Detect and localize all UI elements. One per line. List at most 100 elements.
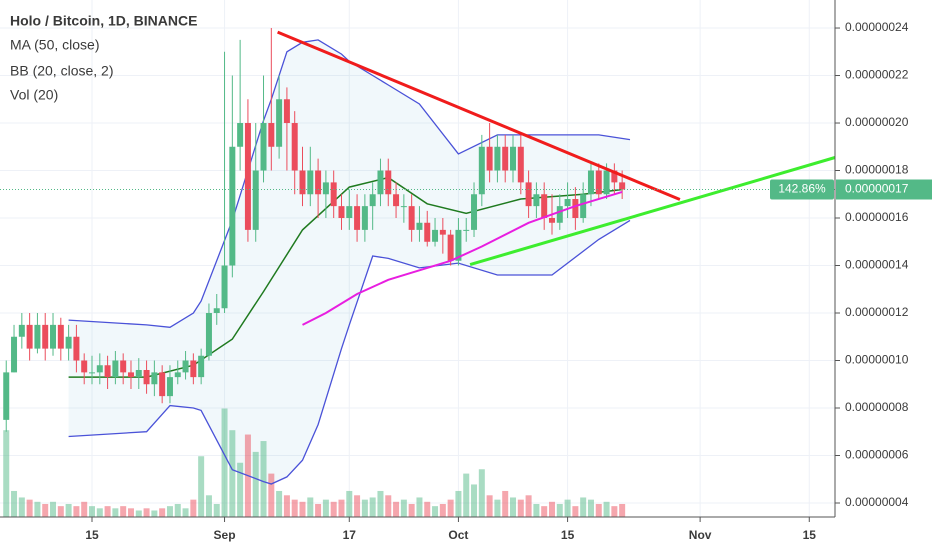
candle-body: [439, 229, 446, 235]
candle-body: [471, 194, 478, 230]
candle-body: [377, 170, 384, 195]
volume-bar: [463, 473, 470, 517]
volume-bar: [159, 508, 166, 517]
candle-body: [541, 194, 548, 219]
bb-lower: [68, 219, 631, 485]
candle-body: [408, 206, 415, 230]
candle-body: [135, 369, 142, 378]
y-tick-label: 0.00000010: [845, 353, 909, 367]
volume-bar: [237, 462, 244, 517]
volume-bar: [18, 497, 25, 517]
legend-bb: BB (20, close, 2): [10, 63, 114, 79]
volume-bar: [283, 495, 290, 517]
x-tick-label: 15: [85, 528, 99, 542]
volume-bar: [556, 503, 563, 517]
volume-bar: [307, 497, 314, 517]
candle-body: [510, 146, 517, 171]
volume-bar: [73, 506, 80, 517]
candle-body: [299, 170, 306, 195]
volume-bar: [346, 490, 353, 517]
candle-body: [18, 324, 25, 337]
candle-body: [548, 218, 555, 223]
volume-bar: [478, 469, 485, 517]
volume-bar: [393, 501, 400, 517]
candle-body: [486, 146, 493, 171]
volume-bar: [151, 510, 158, 517]
volume-bar: [276, 490, 283, 517]
y-tick-label: 0.00000020: [845, 115, 909, 129]
volume-bar: [120, 506, 127, 517]
candle-body: [151, 372, 158, 385]
volume-bar: [174, 503, 181, 517]
candle-body: [96, 365, 103, 373]
volume-bar: [268, 473, 275, 517]
candle-body: [88, 372, 95, 374]
volume-bar: [260, 441, 267, 517]
volume-bar: [213, 503, 220, 517]
volume-bar: [525, 495, 532, 517]
candle-body: [424, 222, 431, 242]
candle-body: [276, 99, 283, 147]
y-tick-label: 0.00000006: [845, 448, 909, 462]
candle-body: [478, 146, 485, 195]
candle-body: [354, 206, 361, 230]
candle-body: [346, 206, 353, 219]
x-tick-label: 17: [343, 528, 357, 542]
volume-bar: [112, 508, 119, 517]
chart-title: Holo / Bitcoin, 1D, BINANCE: [10, 13, 197, 29]
volume-bar: [190, 499, 197, 517]
candle-body: [517, 146, 524, 183]
y-tick-label: 0.00000024: [845, 20, 909, 34]
volume-bar: [510, 497, 517, 517]
candle-body: [244, 123, 251, 230]
candle-body: [143, 369, 150, 385]
candle-body: [26, 324, 33, 349]
volume-bar: [354, 495, 361, 517]
y-tick-label: 0.00000016: [845, 210, 909, 224]
candle-body: [50, 324, 57, 349]
candle-body: [361, 206, 368, 230]
x-tick-label: 15: [803, 528, 817, 542]
candle-body: [502, 146, 509, 171]
candle-body: [455, 229, 462, 261]
volume-bar: [400, 499, 407, 517]
volume-bar: [416, 497, 423, 517]
volume-bar: [11, 490, 18, 517]
trend-line: [277, 30, 681, 201]
volume-bar: [377, 490, 384, 517]
volume-bar: [42, 503, 49, 517]
volume-bar: [432, 506, 439, 517]
volume-bar: [486, 495, 493, 517]
volume-bar: [96, 508, 103, 517]
candle-body: [432, 229, 439, 242]
volume-bar: [385, 495, 392, 517]
candle-body: [400, 206, 407, 208]
price-label: 0.00000017: [845, 182, 909, 196]
change-label: 142.86%: [778, 182, 826, 196]
volume-bar: [369, 497, 376, 517]
price-tag: [836, 179, 932, 200]
candle-body: [127, 372, 134, 378]
volume-bar: [338, 499, 345, 517]
candle-body: [369, 194, 376, 207]
x-tick-label: Nov: [689, 528, 712, 542]
candle-body: [556, 206, 563, 223]
candle-body: [307, 170, 314, 195]
volume-bar: [166, 506, 173, 517]
candle-body: [525, 182, 532, 207]
volume-bar: [252, 451, 259, 517]
volume-bar: [88, 506, 95, 517]
candle-body: [252, 170, 259, 230]
y-tick-label: 0.00000022: [845, 68, 909, 82]
volume-bar: [603, 501, 610, 517]
candle-body: [494, 146, 501, 171]
volume-bar: [580, 497, 587, 517]
candle-body: [564, 199, 571, 207]
candle-body: [198, 355, 205, 378]
volume-bar: [587, 499, 594, 517]
trend-line: [469, 156, 836, 267]
candle-body: [221, 265, 228, 309]
candle-body: [205, 313, 212, 356]
candle-body: [322, 182, 329, 195]
